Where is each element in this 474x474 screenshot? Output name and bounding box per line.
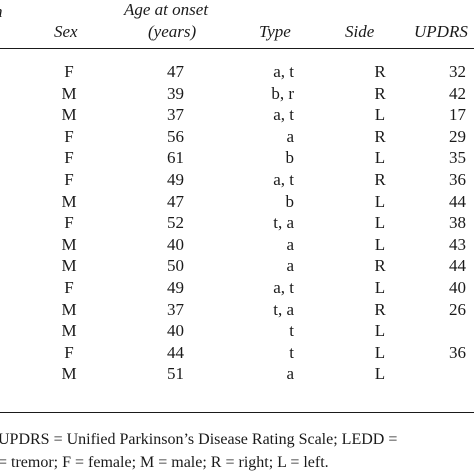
header-cut-top: n [0, 2, 3, 22]
cell-side: R [374, 83, 386, 103]
cell-type: a, t [273, 62, 294, 81]
cell-sex: M [61, 234, 77, 254]
cell-side: R [374, 256, 386, 276]
cell-type: b [285, 191, 295, 211]
cell-age: 39 [167, 83, 184, 103]
footnote-line-2: = tremor; F = female; M = male; R = righ… [0, 454, 329, 471]
cell-type: t [289, 321, 294, 341]
cell-updrs: 38 [449, 213, 466, 233]
cell-type: a [286, 126, 294, 146]
cell-sex: M [61, 299, 77, 319]
cell-updrs: 32 [449, 62, 466, 81]
cell-age: 50 [167, 256, 184, 276]
cell-sex: M [61, 105, 77, 125]
cell-sex: F [64, 342, 74, 362]
cell-age: 49 [167, 278, 184, 297]
cell-age: 52 [167, 213, 184, 233]
header-type: Type [259, 22, 291, 41]
cell-updrs: 42 [449, 83, 466, 103]
cell-type: t, a [273, 213, 294, 233]
cell-side: R [374, 62, 386, 81]
cell-type: a, t [273, 170, 294, 189]
cell-side: L [374, 148, 386, 168]
cell-updrs: 17 [449, 105, 466, 125]
cell-sex: F [64, 126, 74, 146]
cell-sex: M [61, 191, 77, 211]
cell-updrs: 44 [449, 191, 466, 211]
cell-side: L [374, 342, 386, 362]
cell-sex: F [64, 278, 74, 297]
cell-age: 49 [167, 170, 184, 189]
cell-age: 51 [167, 364, 184, 384]
cell-type: t, a [273, 299, 294, 319]
header-sex: Sex [54, 22, 78, 41]
cell-side: R [374, 299, 386, 319]
cell-age: 44 [167, 342, 184, 362]
cell-age: 40 [167, 234, 184, 254]
cell-side: L [374, 191, 386, 211]
header-updrs: UPDRS [414, 22, 468, 41]
cell-age: 37 [167, 299, 184, 319]
cell-type: a [286, 364, 294, 384]
cell-side: L [374, 278, 386, 297]
cell-sex: F [64, 170, 74, 189]
cell-sex: F [64, 213, 74, 233]
cell-side: L [374, 321, 386, 341]
cell-updrs: 44 [449, 256, 466, 276]
cell-side: L [374, 364, 386, 384]
cell-type: a, t [273, 278, 294, 297]
cell-side: L [374, 234, 386, 254]
cell-updrs: 35 [449, 148, 466, 168]
cell-updrs: 36 [449, 170, 466, 189]
cell-age: 56 [167, 126, 184, 146]
cell-type: b [285, 148, 295, 168]
header-age-line1: Age at onset [124, 0, 209, 19]
cell-side: L [374, 213, 386, 233]
cell-sex: M [61, 83, 77, 103]
cell-side: L [374, 105, 386, 125]
cell-type: a [286, 256, 294, 276]
cell-sex: M [61, 364, 77, 384]
header-age-line2: (years) [148, 22, 197, 41]
cell-sex: M [61, 321, 77, 341]
cell-updrs: 43 [449, 234, 466, 254]
cell-type: b, r [271, 83, 294, 103]
cell-sex: F [64, 148, 74, 168]
cell-type: a [286, 234, 294, 254]
cell-type: t [289, 342, 294, 362]
cell-sex: M [61, 256, 77, 276]
footnote-line-1: UPDRS = Unified Parkinson’s Disease Rati… [0, 431, 398, 448]
cell-updrs: 26 [449, 299, 466, 319]
cell-age: 47 [167, 62, 184, 81]
cell-updrs: 40 [449, 278, 466, 297]
cell-age: 47 [167, 191, 184, 211]
cell-age: 37 [167, 105, 184, 125]
cell-age: 61 [167, 148, 184, 168]
cell-updrs: 29 [449, 126, 466, 146]
bottom-rule [0, 412, 474, 413]
cell-age: 40 [167, 321, 184, 341]
cell-type: a, t [273, 105, 294, 125]
cell-sex: F [64, 62, 74, 81]
header-side: Side [345, 22, 375, 41]
cell-side: R [374, 126, 386, 146]
cell-side: R [374, 170, 386, 189]
header-rule [0, 48, 474, 49]
cell-updrs: 36 [449, 342, 466, 362]
